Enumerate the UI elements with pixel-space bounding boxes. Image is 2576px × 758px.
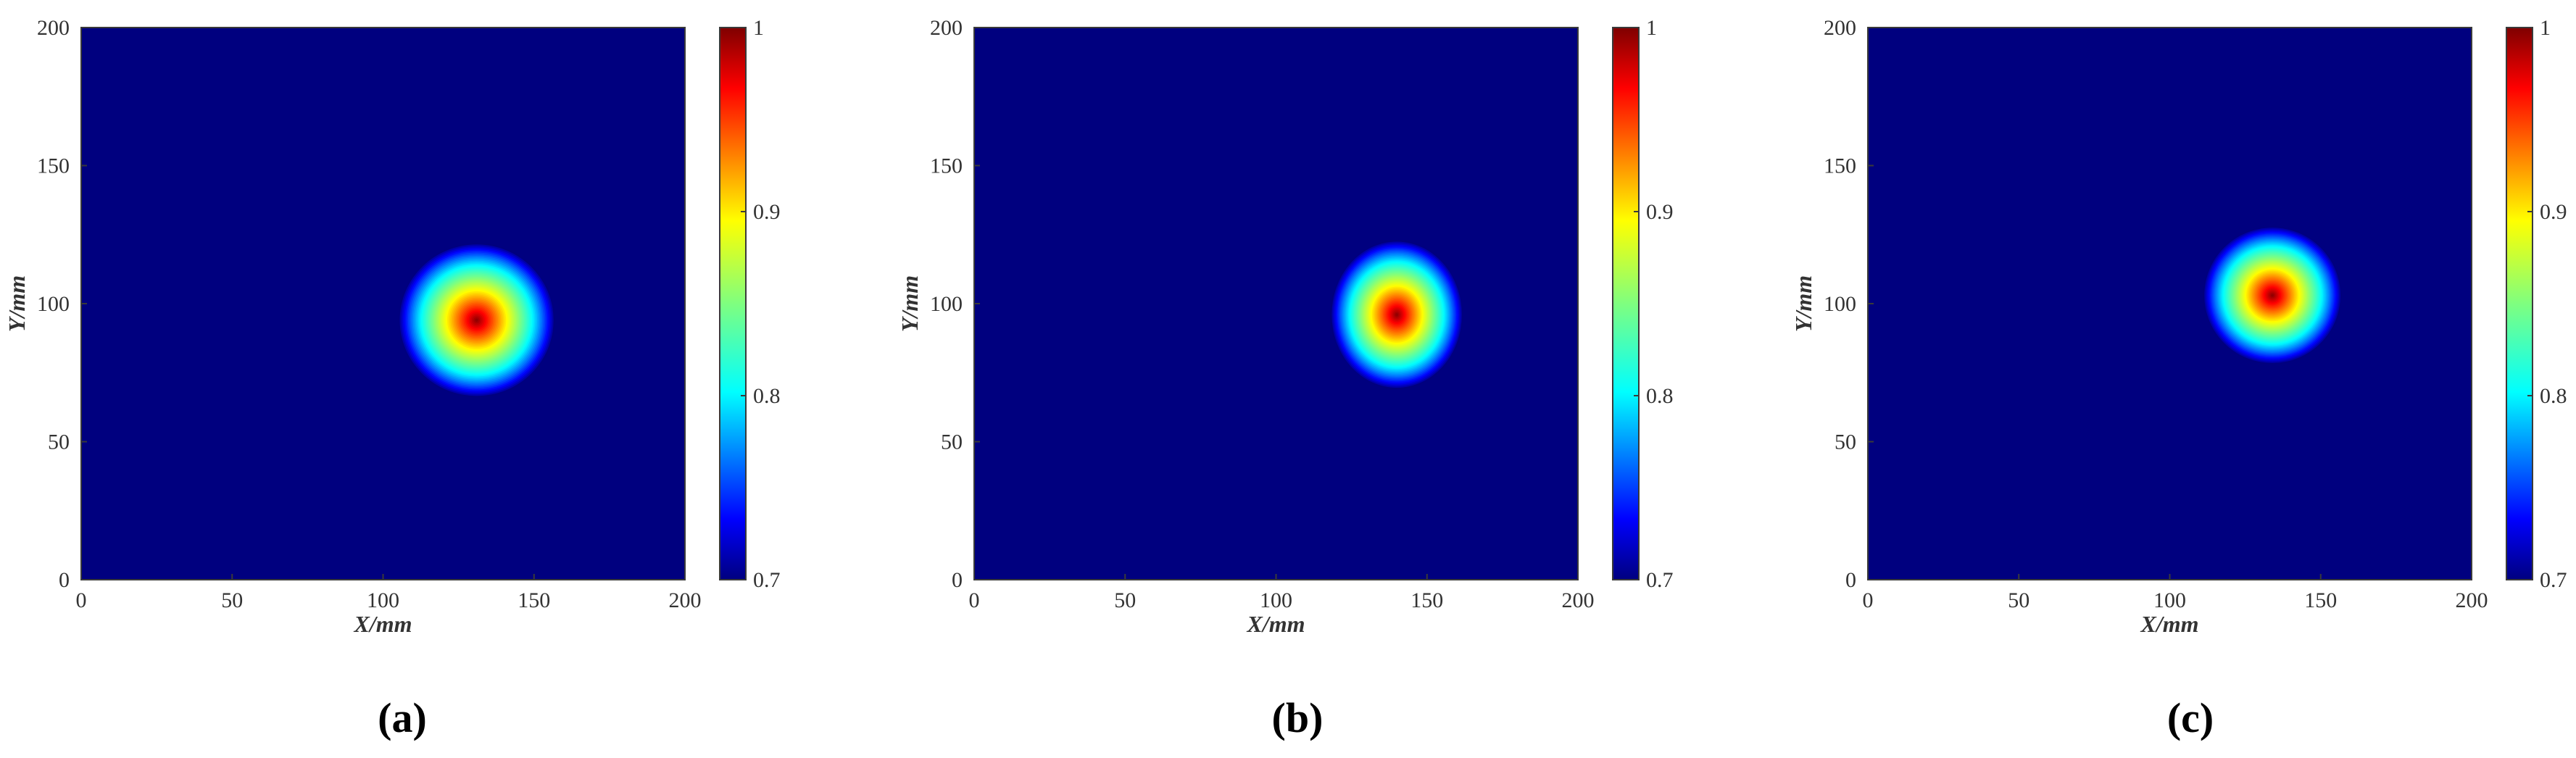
colorbar-tick-label: 0.8	[1646, 384, 1674, 408]
colorbar-tick-label: 1	[1646, 16, 1657, 40]
colorbar-tick-label: 0.8	[753, 384, 781, 408]
x-tick-label: 150	[518, 588, 550, 612]
colorbar-tick-label: 0.7	[1646, 568, 1674, 592]
colorbar	[719, 27, 747, 580]
y-tick-label: 50	[1835, 430, 1856, 454]
heatmap-background	[974, 28, 1578, 580]
colorbar-tick-label: 1	[2540, 16, 2551, 40]
x-tick-label: 100	[367, 588, 399, 612]
heatmap-field	[398, 243, 555, 398]
heatmap-field	[2203, 226, 2342, 365]
y-tick-label: 100	[37, 292, 70, 316]
heatmap-contour	[1395, 313, 1399, 317]
x-tick-label: 0	[969, 588, 980, 612]
x-tick-label: 0	[1863, 588, 1874, 612]
colorbar-tick-label: 0.8	[2540, 384, 2567, 408]
colorbar-tick-label: 0.9	[1646, 200, 1674, 224]
chart-panel-c: 0 50 100 150 200 0 50 100 150 200 X/mm Y/mm 0.7 0.8 0.…	[1790, 16, 2567, 741]
y-axis-title: Y/mm	[1790, 275, 1816, 332]
y-tick-label: 0	[59, 568, 70, 592]
x-tick-label: 100	[2153, 588, 2186, 612]
x-tick-label: 150	[2304, 588, 2337, 612]
y-tick-label: 50	[941, 430, 963, 454]
y-axis-title: Y/mm	[897, 275, 923, 332]
panel-label: (a)	[378, 694, 427, 741]
x-tick-label: 50	[1114, 588, 1136, 612]
x-tick-label: 50	[2008, 588, 2029, 612]
heatmap-contour	[475, 318, 478, 322]
chart-panel-b: 0 50 100 150 200 0 50 100 150 200 X/mm Y/mm 0.7 0.8 0.…	[897, 16, 1674, 741]
chart-panel-a: 0 50 100 150 200 0 50 100 150 200 X/mm Y/mm 0.7 0.8 0.…	[4, 16, 781, 741]
heatmap-background	[81, 28, 685, 580]
x-axis-title: X/mm	[2140, 611, 2198, 637]
y-tick-label: 0	[1845, 568, 1856, 592]
colorbar	[1612, 27, 1640, 580]
x-tick-label: 200	[1562, 588, 1595, 612]
heatmap-field	[1330, 240, 1463, 390]
y-tick-label: 200	[930, 16, 963, 40]
x-tick-label: 100	[1260, 588, 1292, 612]
heatmap-contour	[2271, 293, 2274, 297]
x-tick-label: 200	[669, 588, 702, 612]
y-tick-label: 0	[952, 568, 963, 592]
heatmap-background	[1868, 28, 2472, 580]
y-tick-label: 200	[1824, 16, 1856, 40]
y-axis-title: Y/mm	[4, 275, 30, 332]
colorbar-tick-label: 0.9	[753, 200, 781, 224]
colorbar-tick-label: 0.7	[2540, 568, 2567, 592]
panel-label: (c)	[2167, 694, 2214, 741]
x-tick-label: 50	[221, 588, 243, 612]
y-tick-label: 150	[37, 154, 70, 178]
y-tick-label: 100	[1824, 292, 1856, 316]
colorbar-tick-label: 0.7	[753, 568, 781, 592]
x-tick-label: 200	[2456, 588, 2488, 612]
colorbar-tick-label: 1	[753, 16, 764, 40]
y-tick-label: 200	[37, 16, 70, 40]
colorbar-tick-label: 0.9	[2540, 200, 2567, 224]
colorbar	[2506, 27, 2533, 580]
panel-label: (b)	[1272, 694, 1324, 741]
x-axis-title: X/mm	[353, 611, 412, 637]
y-tick-label: 100	[930, 292, 963, 316]
x-tick-label: 150	[1410, 588, 1443, 612]
y-tick-label: 50	[48, 430, 70, 454]
x-tick-label: 0	[76, 588, 87, 612]
x-axis-title: X/mm	[1246, 611, 1305, 637]
y-tick-label: 150	[930, 154, 963, 178]
y-tick-label: 150	[1824, 154, 1856, 178]
